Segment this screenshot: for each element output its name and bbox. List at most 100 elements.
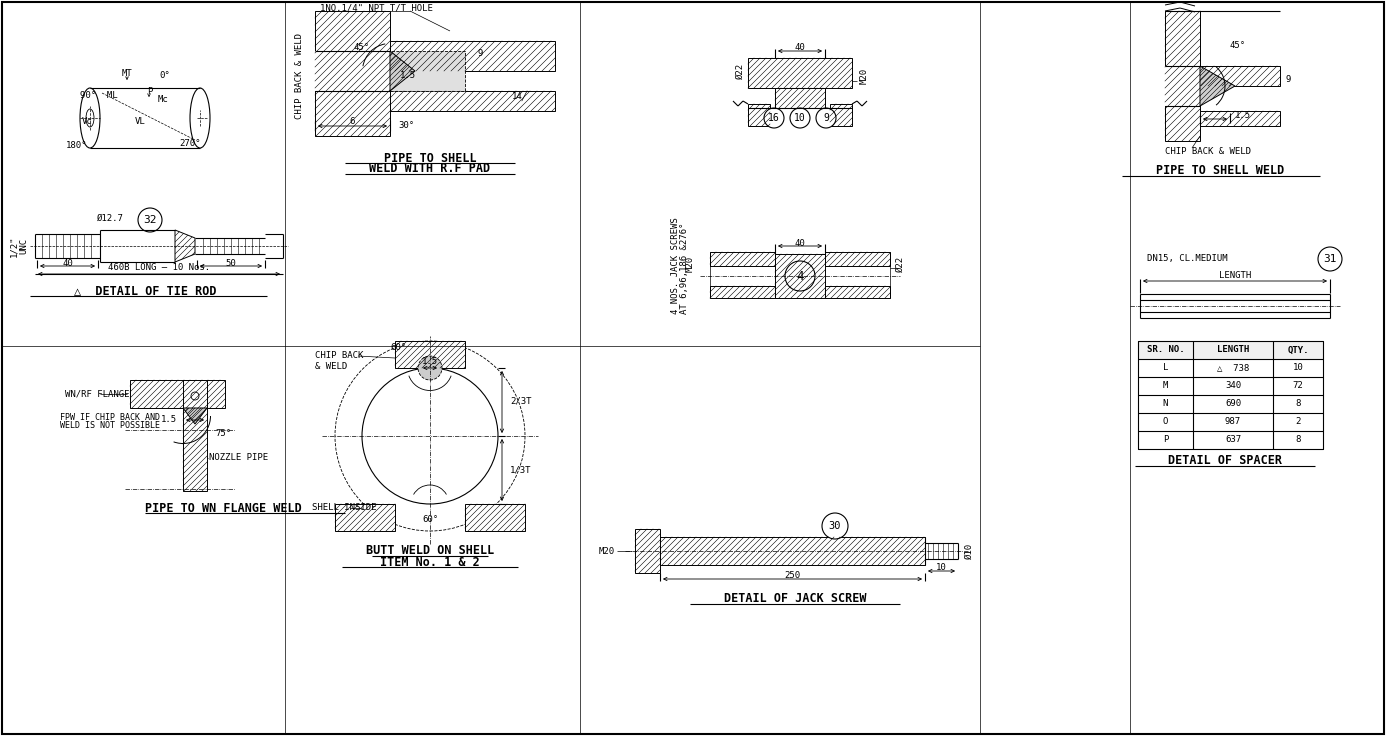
Bar [1166, 11, 1200, 141]
Text: 32: 32 [143, 215, 157, 225]
Text: 72: 72 [1293, 381, 1303, 391]
Text: 460B LONG – 10 Nos.: 460B LONG – 10 Nos. [108, 263, 211, 272]
Bar [775, 88, 825, 108]
Bar [1138, 359, 1324, 377]
Text: 8: 8 [1296, 400, 1300, 408]
Bar [825, 286, 890, 298]
Text: AT 6,96,186 &276°: AT 6,96,186 &276° [679, 222, 689, 314]
Bar [748, 58, 852, 88]
Bar [748, 104, 771, 126]
Bar [389, 91, 554, 111]
Text: 10: 10 [936, 564, 947, 573]
Text: 1.5: 1.5 [421, 356, 438, 366]
Text: 8: 8 [1296, 436, 1300, 445]
Text: 60°: 60° [389, 344, 406, 353]
Bar [710, 286, 775, 298]
Bar [660, 537, 924, 565]
Text: 10: 10 [1293, 364, 1303, 372]
Text: PIPE TO SHELL: PIPE TO SHELL [384, 152, 477, 165]
Text: M20: M20 [859, 68, 869, 84]
Text: LENGTH: LENGTH [1218, 272, 1252, 280]
Text: 40: 40 [794, 238, 805, 247]
Bar [183, 408, 207, 491]
Text: SR. NO.: SR. NO. [1146, 345, 1184, 355]
Text: 1NO.1/4" NPT T/T HOLE: 1NO.1/4" NPT T/T HOLE [320, 4, 432, 13]
Text: 9: 9 [477, 49, 482, 58]
Text: O: O [1163, 417, 1168, 426]
Text: CHIP BACK & WELD: CHIP BACK & WELD [1166, 146, 1252, 155]
Text: WN/RF FLANGE: WN/RF FLANGE [65, 389, 129, 398]
Text: 690: 690 [1225, 400, 1240, 408]
Text: 1.5: 1.5 [161, 416, 177, 425]
Text: 30: 30 [829, 521, 841, 531]
Circle shape [1318, 247, 1342, 271]
Text: DETAIL OF JACK SCREW: DETAIL OF JACK SCREW [723, 592, 866, 606]
Text: 1/2"
UNC: 1/2" UNC [10, 236, 29, 257]
Bar [775, 254, 825, 298]
Text: 2/3T: 2/3T [510, 397, 531, 406]
Polygon shape [315, 51, 389, 91]
Polygon shape [183, 408, 207, 424]
Text: P: P [1163, 436, 1168, 445]
Circle shape [816, 108, 836, 128]
Bar [635, 529, 660, 573]
Bar [395, 341, 464, 368]
Text: Ø10: Ø10 [965, 543, 974, 559]
Bar [1200, 66, 1281, 86]
Polygon shape [175, 230, 195, 262]
Bar [389, 51, 464, 91]
Text: 10: 10 [794, 113, 805, 123]
Text: DN15, CL.MEDIUM: DN15, CL.MEDIUM [1148, 253, 1228, 263]
Circle shape [139, 208, 162, 232]
Text: 1.5: 1.5 [1235, 111, 1252, 121]
Text: 987: 987 [1225, 417, 1240, 426]
Text: 75°: 75° [215, 428, 231, 437]
Bar [183, 380, 207, 408]
Bar [1138, 377, 1324, 395]
Text: 14╱: 14╱ [511, 91, 528, 102]
Text: 90°  ML: 90° ML [80, 91, 118, 101]
Text: QTY.: QTY. [1288, 345, 1308, 355]
Text: CHIP BACK
& WELD: CHIP BACK & WELD [315, 351, 363, 371]
Bar [1138, 395, 1324, 413]
Text: PIPE TO WN FLANGE WELD: PIPE TO WN FLANGE WELD [146, 501, 302, 514]
Text: 40: 40 [62, 258, 73, 267]
Bar [130, 380, 225, 408]
Text: 30°: 30° [398, 121, 414, 130]
Text: L: L [1163, 364, 1168, 372]
Circle shape [790, 108, 809, 128]
Text: 340: 340 [1225, 381, 1240, 391]
Text: CHIP BACK & WELD: CHIP BACK & WELD [295, 33, 305, 119]
Text: 16: 16 [768, 113, 780, 123]
Bar [1138, 413, 1324, 431]
Text: 1.5: 1.5 [401, 71, 416, 80]
Text: P: P [147, 87, 152, 96]
Text: 40: 40 [794, 43, 805, 52]
Text: DETAIL OF SPACER: DETAIL OF SPACER [1168, 455, 1282, 467]
Text: MT: MT [122, 68, 133, 77]
Text: 0°: 0° [159, 71, 170, 79]
Text: 4: 4 [796, 269, 804, 283]
Text: △  DETAIL OF TIE ROD: △ DETAIL OF TIE ROD [73, 285, 216, 297]
Text: 2: 2 [1296, 417, 1300, 426]
Circle shape [822, 513, 848, 539]
Text: 31: 31 [1324, 254, 1336, 264]
Text: 50: 50 [226, 258, 237, 267]
Text: BUTT WELD ON SHELL: BUTT WELD ON SHELL [366, 545, 495, 557]
Text: Ø22: Ø22 [736, 63, 744, 79]
Circle shape [419, 356, 442, 380]
Bar [335, 504, 395, 531]
Text: 250: 250 [784, 570, 800, 579]
Bar [1200, 111, 1281, 126]
Text: M20: M20 [686, 256, 694, 272]
Text: ITEM No. 1 & 2: ITEM No. 1 & 2 [380, 556, 480, 568]
Text: VL: VL [134, 116, 146, 126]
Text: 4 NOS. JACK SCREWS: 4 NOS. JACK SCREWS [671, 218, 679, 314]
Text: 45°: 45° [353, 43, 370, 52]
Circle shape [784, 261, 815, 291]
Text: 9: 9 [823, 113, 829, 123]
Bar [389, 41, 554, 71]
Ellipse shape [190, 88, 211, 148]
Text: N: N [1163, 400, 1168, 408]
Text: 270°: 270° [179, 138, 201, 147]
